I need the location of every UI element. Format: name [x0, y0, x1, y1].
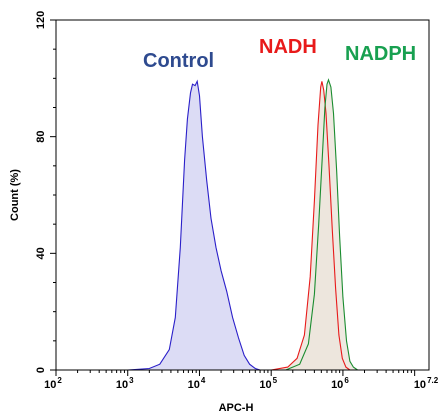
x-axis-label: APC-H [219, 402, 254, 414]
series-fill-control [127, 81, 261, 371]
series-fills [127, 79, 358, 371]
series-label-nadph: NADPH [345, 43, 416, 65]
y-tick-label: 0 [35, 367, 47, 373]
series-line-nadh [271, 81, 351, 371]
series-line-nadph [285, 78, 358, 371]
y-axis: 0 40 80 120 [35, 11, 56, 373]
y-tick-label: 80 [35, 131, 47, 143]
y-tick-label: 40 [35, 247, 47, 259]
series-label-nadh: NADH [259, 36, 317, 58]
x-tick-label: 105 [259, 376, 277, 391]
x-tick-label: 107.2 [414, 376, 439, 391]
x-tick-label: 102 [44, 376, 62, 391]
x-tick-label: 103 [116, 376, 134, 391]
x-tick-label: 104 [188, 376, 206, 391]
y-axis-label: Count (%) [9, 169, 21, 221]
plot-frame [55, 19, 430, 371]
series-lines [127, 78, 358, 371]
y-tick-label: 120 [35, 11, 47, 29]
x-tick-label: 106 [331, 376, 349, 391]
series-line-control [127, 79, 261, 371]
series-fill-nadph [285, 79, 358, 371]
x-axis: 102 103 104 105 106 107.2 [44, 370, 439, 391]
series-label-control: Control [143, 50, 214, 72]
